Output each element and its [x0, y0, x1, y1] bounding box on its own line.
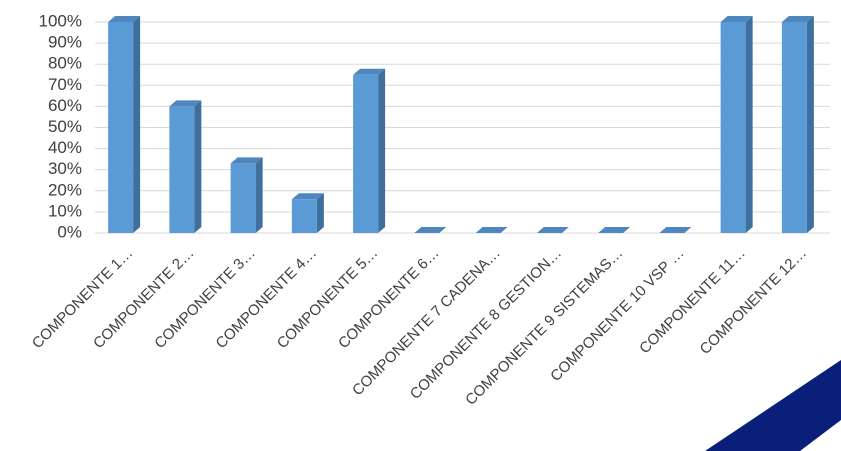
- y-tick-label: 30%: [48, 159, 82, 178]
- x-tick-label: COMPONENTE 4…: [213, 245, 320, 352]
- bar: [108, 22, 134, 233]
- bar-top: [414, 227, 447, 233]
- bar-side: [316, 193, 324, 233]
- y-tick-label: 50%: [48, 117, 82, 136]
- bar-top: [353, 68, 386, 75]
- bar-top: [108, 16, 141, 22]
- decor-swoosh: [705, 360, 841, 451]
- x-tick-label: COMPONENTE 11…: [636, 245, 749, 358]
- bar-top: [659, 227, 692, 233]
- bar-side: [806, 16, 814, 233]
- bar-top: [475, 227, 508, 233]
- bar-side: [255, 157, 263, 233]
- bar: [169, 106, 195, 233]
- x-tick-label: COMPONENTE 6…: [335, 245, 442, 352]
- y-tick-label: 40%: [48, 138, 82, 157]
- y-tick-label: 90%: [48, 33, 82, 52]
- x-tick-label: COMPONENTE 2…: [90, 245, 197, 352]
- bar: [230, 163, 256, 233]
- decor-swoosh-cut: [800, 420, 841, 451]
- y-tick-label: 60%: [48, 96, 82, 115]
- bar-side: [194, 100, 202, 234]
- y-tick-label: 20%: [48, 180, 82, 199]
- x-tick-label: COMPONENTE 1…: [29, 245, 136, 352]
- y-tick-label: 100%: [39, 11, 82, 30]
- y-tick-label: 0%: [57, 222, 82, 241]
- bar-top: [598, 227, 631, 233]
- y-tick-label: 70%: [48, 75, 82, 94]
- y-tick-label: 10%: [48, 201, 82, 220]
- bar: [291, 199, 317, 233]
- bar-top: [536, 227, 569, 233]
- bar-top: [169, 100, 202, 107]
- bar: [353, 74, 379, 233]
- bar: [781, 22, 807, 233]
- bar-top: [720, 16, 753, 22]
- bar-top: [230, 157, 263, 164]
- x-tick-label: COMPONENTE 3…: [151, 245, 258, 352]
- bar-side: [133, 16, 141, 233]
- bar: [720, 22, 746, 233]
- x-tick-label: COMPONENTE 12…: [697, 245, 810, 358]
- bar-side: [378, 68, 386, 233]
- x-tick-label: COMPONENTE 5…: [274, 245, 381, 352]
- y-tick-label: 80%: [48, 54, 82, 73]
- bar-side: [745, 16, 753, 233]
- bar-top: [291, 193, 324, 200]
- bar-top: [781, 16, 814, 22]
